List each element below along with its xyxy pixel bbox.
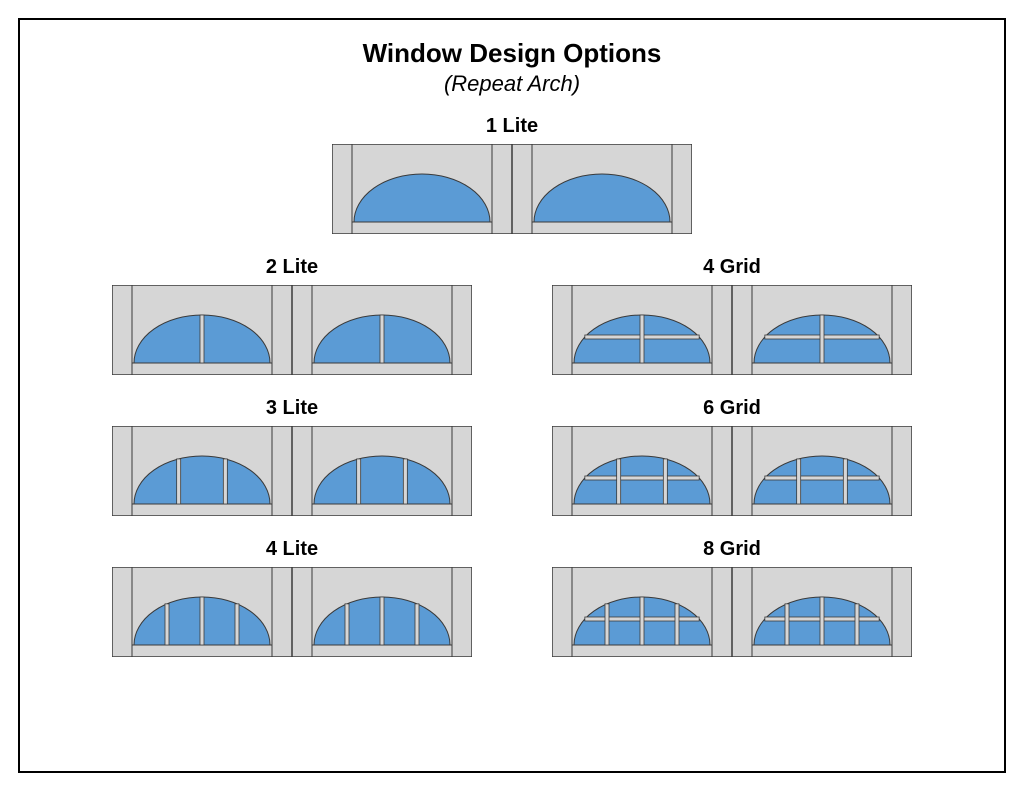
window-panel [732, 567, 912, 657]
option-row: 1 Lite [40, 115, 984, 234]
window-pair [112, 567, 472, 657]
window-panel [112, 426, 292, 516]
window-panel [292, 285, 472, 375]
window-option: 4 Lite [112, 538, 472, 657]
window-panel [732, 426, 912, 516]
window-pair [112, 285, 472, 375]
window-pair [112, 426, 472, 516]
option-row: 2 Lite 4 Grid [40, 256, 984, 375]
option-row: 4 Lite 8 Grid [40, 538, 984, 657]
window-option: 2 Lite [112, 256, 472, 375]
option-label: 8 Grid [703, 538, 761, 561]
option-label: 1 Lite [486, 115, 538, 138]
window-pair [552, 567, 912, 657]
page-title: Window Design Options [363, 38, 662, 69]
window-panel [552, 567, 732, 657]
window-panel [732, 285, 912, 375]
outer-frame: Window Design Options (Repeat Arch) 1 Li… [18, 18, 1006, 773]
window-panel [292, 567, 472, 657]
option-label: 2 Lite [266, 256, 318, 279]
option-label: 4 Lite [266, 538, 318, 561]
window-pair [332, 144, 692, 234]
window-option: 8 Grid [552, 538, 912, 657]
options-area: 1 Lite 2 Lite 4 Grid [40, 115, 984, 753]
window-panel [292, 426, 472, 516]
option-label: 6 Grid [703, 397, 761, 420]
window-panel [552, 426, 732, 516]
window-panel [112, 285, 292, 375]
window-option: 3 Lite [112, 397, 472, 516]
window-pair [552, 285, 912, 375]
window-panel [512, 144, 692, 234]
page-subtitle: (Repeat Arch) [444, 71, 580, 97]
window-panel [552, 285, 732, 375]
option-row: 3 Lite 6 Grid [40, 397, 984, 516]
window-pair [552, 426, 912, 516]
option-label: 4 Grid [703, 256, 761, 279]
window-panel [332, 144, 512, 234]
window-option: 4 Grid [552, 256, 912, 375]
window-panel [112, 567, 292, 657]
window-option: 6 Grid [552, 397, 912, 516]
window-option: 1 Lite [332, 115, 692, 234]
option-label: 3 Lite [266, 397, 318, 420]
